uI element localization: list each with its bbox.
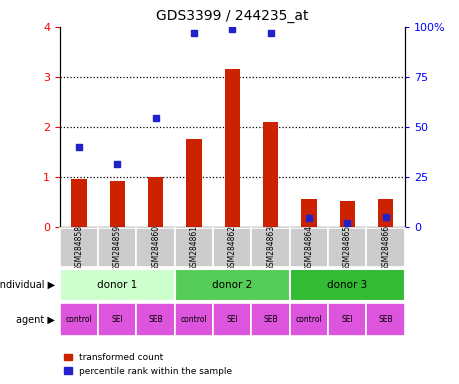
Bar [327, 303, 366, 336]
Bar [377, 199, 392, 227]
Bar [174, 228, 213, 267]
Bar [213, 303, 251, 336]
Bar [213, 228, 251, 267]
Bar [263, 122, 278, 227]
Text: GSM284859: GSM284859 [112, 225, 122, 271]
Text: control: control [66, 315, 92, 324]
Text: GSM284858: GSM284858 [74, 225, 83, 271]
Bar [289, 303, 327, 336]
Bar [109, 180, 125, 227]
Bar [366, 303, 404, 336]
Point [151, 115, 159, 121]
Text: GSM284861: GSM284861 [189, 225, 198, 271]
Text: GSM284864: GSM284864 [304, 225, 313, 271]
Bar [224, 70, 240, 227]
Text: SEB: SEB [377, 315, 392, 324]
Bar [366, 228, 404, 267]
Bar [98, 228, 136, 267]
Point [381, 214, 388, 220]
Text: donor 3: donor 3 [326, 280, 367, 290]
Bar [339, 200, 354, 227]
Bar [327, 228, 366, 267]
Text: SEB: SEB [148, 315, 162, 324]
Text: agent ▶: agent ▶ [16, 314, 55, 325]
Title: GDS3399 / 244235_at: GDS3399 / 244235_at [156, 9, 308, 23]
Point [266, 30, 274, 36]
Point [190, 30, 197, 36]
Text: GSM284860: GSM284860 [151, 225, 160, 271]
Bar [289, 269, 404, 301]
Bar [136, 303, 174, 336]
Text: GSM284865: GSM284865 [342, 225, 351, 271]
Bar [60, 228, 98, 267]
Text: GSM284866: GSM284866 [381, 225, 389, 271]
Bar [60, 303, 98, 336]
Point [305, 215, 312, 221]
Bar [148, 177, 163, 227]
Point [228, 26, 235, 33]
Point [75, 144, 83, 150]
Bar [174, 269, 289, 301]
Bar [98, 303, 136, 336]
Text: individual ▶: individual ▶ [0, 280, 55, 290]
Text: GSM284862: GSM284862 [227, 225, 236, 271]
Legend: transformed count, percentile rank within the sample: transformed count, percentile rank withi… [64, 353, 231, 376]
Text: control: control [180, 315, 207, 324]
Bar [289, 228, 327, 267]
Point [113, 161, 121, 167]
Text: donor 2: donor 2 [212, 280, 252, 290]
Bar [174, 303, 213, 336]
Bar [136, 228, 174, 267]
Bar [251, 303, 289, 336]
Text: SEB: SEB [263, 315, 277, 324]
Bar [60, 269, 174, 301]
Text: SEI: SEI [341, 315, 353, 324]
Bar [251, 228, 289, 267]
Text: control: control [295, 315, 322, 324]
Bar [301, 199, 316, 227]
Text: SEI: SEI [226, 315, 238, 324]
Text: SEI: SEI [111, 315, 123, 324]
Text: GSM284863: GSM284863 [266, 225, 274, 271]
Bar [186, 139, 201, 227]
Text: donor 1: donor 1 [97, 280, 137, 290]
Point [343, 220, 350, 226]
Bar [71, 179, 86, 227]
